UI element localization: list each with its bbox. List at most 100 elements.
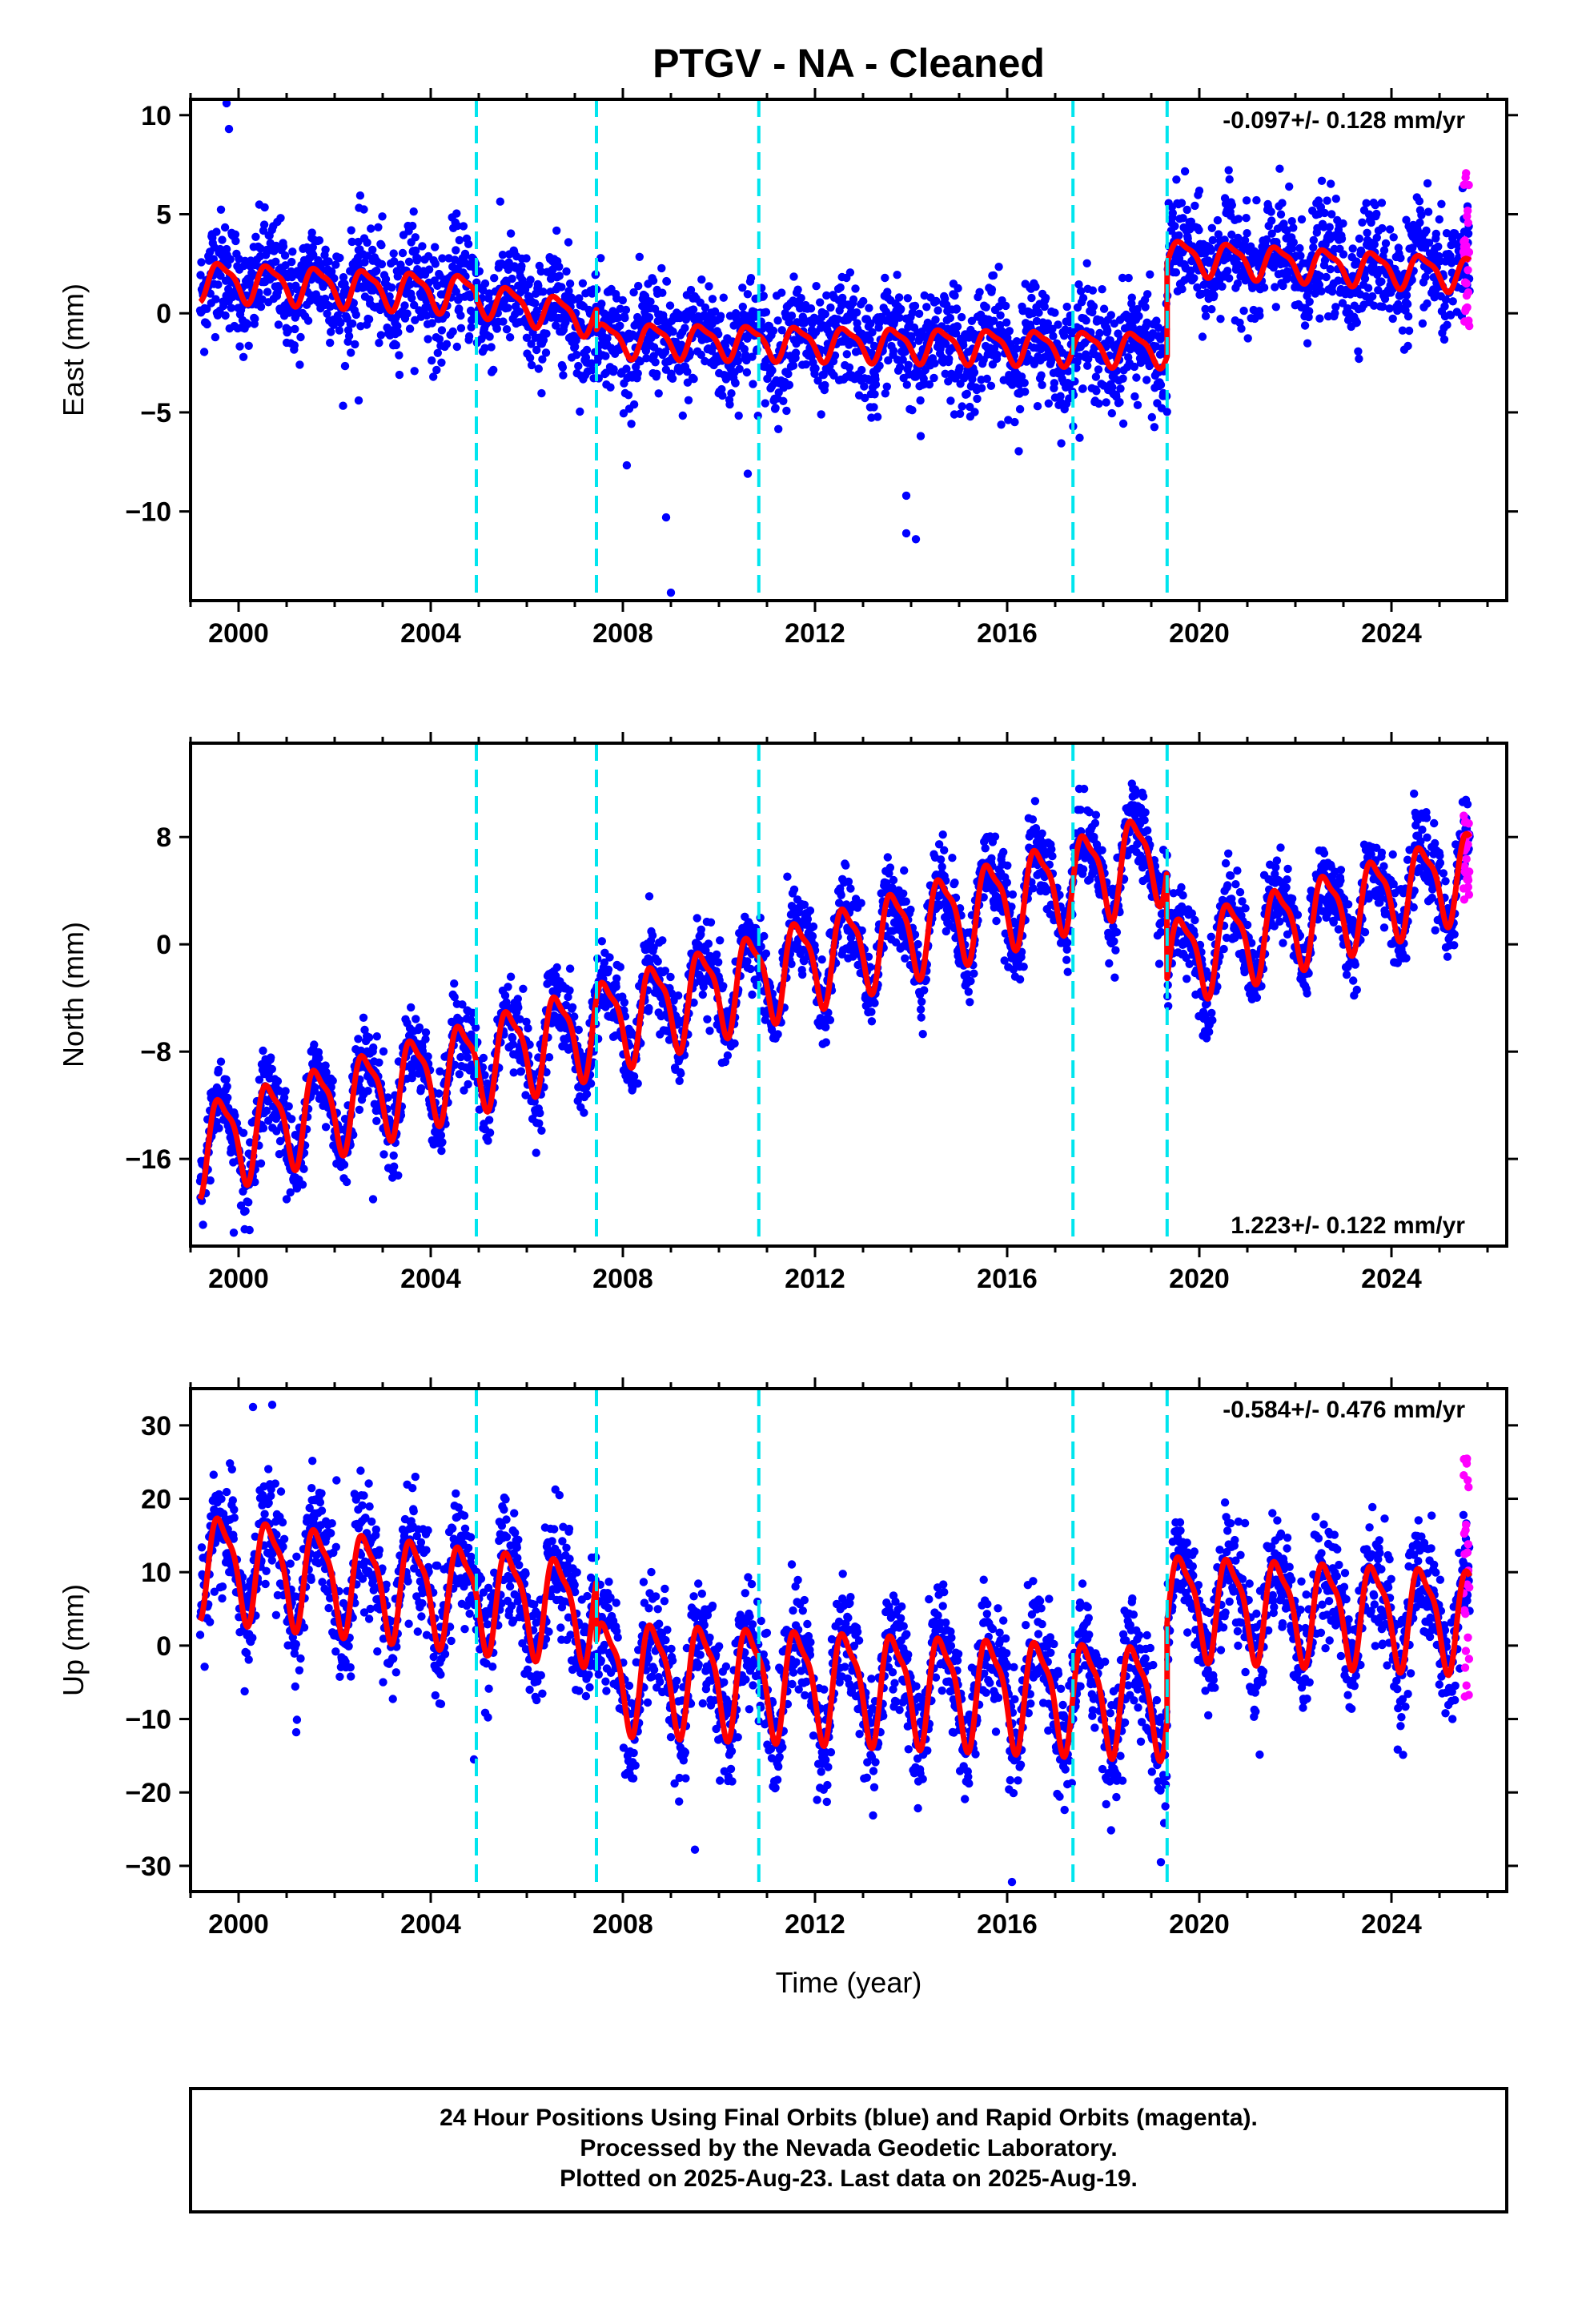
final-orbit-point bbox=[1446, 311, 1456, 320]
final-orbit-point bbox=[1178, 284, 1186, 294]
final-orbit-point bbox=[1088, 286, 1098, 295]
final-orbit-point bbox=[930, 359, 939, 368]
final-orbit-point bbox=[620, 313, 629, 323]
final-orbit-point bbox=[347, 237, 356, 247]
final-orbit-point bbox=[1358, 218, 1367, 227]
final-orbit-point bbox=[291, 324, 299, 334]
final-orbit-point bbox=[1082, 316, 1090, 325]
final-orbit-point bbox=[525, 353, 535, 363]
final-orbit-point bbox=[635, 252, 644, 261]
final-orbit-point bbox=[565, 279, 575, 288]
final-orbit-point bbox=[389, 249, 398, 258]
final-orbit-point bbox=[906, 905, 915, 915]
final-orbit-point bbox=[970, 408, 979, 416]
final-orbit-point bbox=[323, 309, 331, 318]
final-orbit-point bbox=[1172, 175, 1181, 184]
east-plot-area bbox=[195, 99, 1474, 601]
final-orbit-point bbox=[377, 259, 387, 269]
final-orbit-point bbox=[259, 220, 269, 229]
final-orbit-point bbox=[1441, 296, 1451, 304]
final-orbit-point bbox=[267, 1064, 276, 1074]
final-orbit-point bbox=[536, 1108, 544, 1118]
final-orbit-point bbox=[708, 295, 717, 304]
final-orbit-point bbox=[612, 983, 620, 991]
final-orbit-point bbox=[222, 244, 231, 254]
final-orbit-point bbox=[1182, 205, 1191, 215]
final-orbit-point bbox=[996, 311, 1005, 320]
final-orbit-point bbox=[431, 243, 440, 251]
final-orbit-point bbox=[973, 394, 982, 404]
final-orbit-point bbox=[259, 1124, 268, 1133]
final-orbit-point bbox=[1103, 326, 1112, 335]
final-orbit-point bbox=[1339, 219, 1347, 228]
final-orbit-point bbox=[1207, 223, 1217, 232]
final-orbit-point bbox=[505, 333, 515, 342]
final-orbit-point bbox=[364, 1033, 374, 1042]
final-orbit-point bbox=[668, 374, 677, 383]
final-orbit-point bbox=[330, 274, 339, 283]
final-orbit-point bbox=[1275, 164, 1284, 173]
final-orbit-point bbox=[1326, 265, 1335, 274]
final-orbit-point bbox=[836, 283, 845, 292]
y-tick-label: 10 bbox=[141, 101, 171, 131]
final-orbit-point bbox=[907, 333, 916, 342]
final-orbit-point bbox=[1255, 311, 1264, 320]
final-orbit-point bbox=[557, 283, 566, 292]
final-orbit-point bbox=[455, 1070, 464, 1079]
final-orbit-point bbox=[1004, 416, 1013, 424]
y-tick-label: −10 bbox=[125, 497, 171, 528]
final-orbit-point bbox=[460, 249, 470, 259]
final-orbit-point bbox=[783, 872, 792, 881]
final-orbit-point bbox=[363, 251, 372, 260]
final-orbit-point bbox=[683, 368, 692, 376]
final-orbit-point bbox=[1276, 210, 1286, 219]
final-orbit-point bbox=[1403, 312, 1413, 321]
final-orbit-point bbox=[363, 1087, 372, 1096]
final-orbit-point bbox=[777, 326, 786, 335]
final-orbit-point bbox=[564, 238, 573, 247]
final-orbit-point bbox=[870, 390, 879, 399]
final-orbit-point bbox=[502, 325, 512, 334]
final-orbit-point bbox=[1278, 199, 1287, 207]
final-orbit-point bbox=[311, 1083, 319, 1092]
final-orbit-point bbox=[1325, 223, 1334, 231]
final-orbit-point bbox=[537, 388, 546, 398]
final-orbit-point bbox=[586, 1079, 596, 1088]
figure-title: PTGV - NA - Cleaned bbox=[652, 41, 1045, 86]
final-orbit-point bbox=[869, 403, 878, 412]
final-orbit-point bbox=[538, 355, 547, 364]
final-orbit-point bbox=[898, 356, 907, 364]
final-orbit-point bbox=[1234, 233, 1243, 243]
final-orbit-point bbox=[1118, 419, 1128, 428]
final-orbit-point bbox=[404, 257, 414, 266]
final-orbit-point bbox=[1317, 287, 1326, 296]
final-orbit-point bbox=[347, 348, 355, 357]
final-orbit-point bbox=[1107, 408, 1117, 418]
final-orbit-point bbox=[372, 1032, 381, 1041]
final-orbit-point bbox=[287, 272, 296, 282]
final-orbit-outlier-point bbox=[666, 588, 676, 597]
final-orbit-point bbox=[1303, 339, 1312, 348]
final-orbit-point bbox=[1133, 305, 1142, 314]
final-orbit-point bbox=[806, 304, 816, 313]
final-orbit-point bbox=[1214, 230, 1223, 239]
final-orbit-point bbox=[568, 1003, 577, 1012]
final-orbit-point bbox=[1171, 268, 1181, 277]
final-orbit-point bbox=[508, 274, 516, 283]
final-orbit-point bbox=[899, 889, 908, 899]
final-orbit-point bbox=[340, 361, 350, 371]
final-orbit-point bbox=[1207, 305, 1216, 314]
final-orbit-point bbox=[618, 296, 627, 305]
final-orbit-point bbox=[914, 309, 924, 318]
final-orbit-point bbox=[1240, 235, 1250, 245]
final-orbit-point bbox=[652, 369, 661, 378]
final-orbit-point bbox=[243, 320, 252, 328]
final-orbit-point bbox=[677, 1069, 685, 1078]
final-orbit-point bbox=[1300, 321, 1310, 330]
final-orbit-point bbox=[867, 1007, 876, 1016]
final-orbit-point bbox=[634, 281, 643, 291]
final-orbit-point bbox=[666, 972, 675, 982]
final-orbit-point bbox=[612, 974, 621, 983]
final-orbit-point bbox=[1118, 374, 1127, 383]
final-orbit-point bbox=[485, 332, 494, 341]
